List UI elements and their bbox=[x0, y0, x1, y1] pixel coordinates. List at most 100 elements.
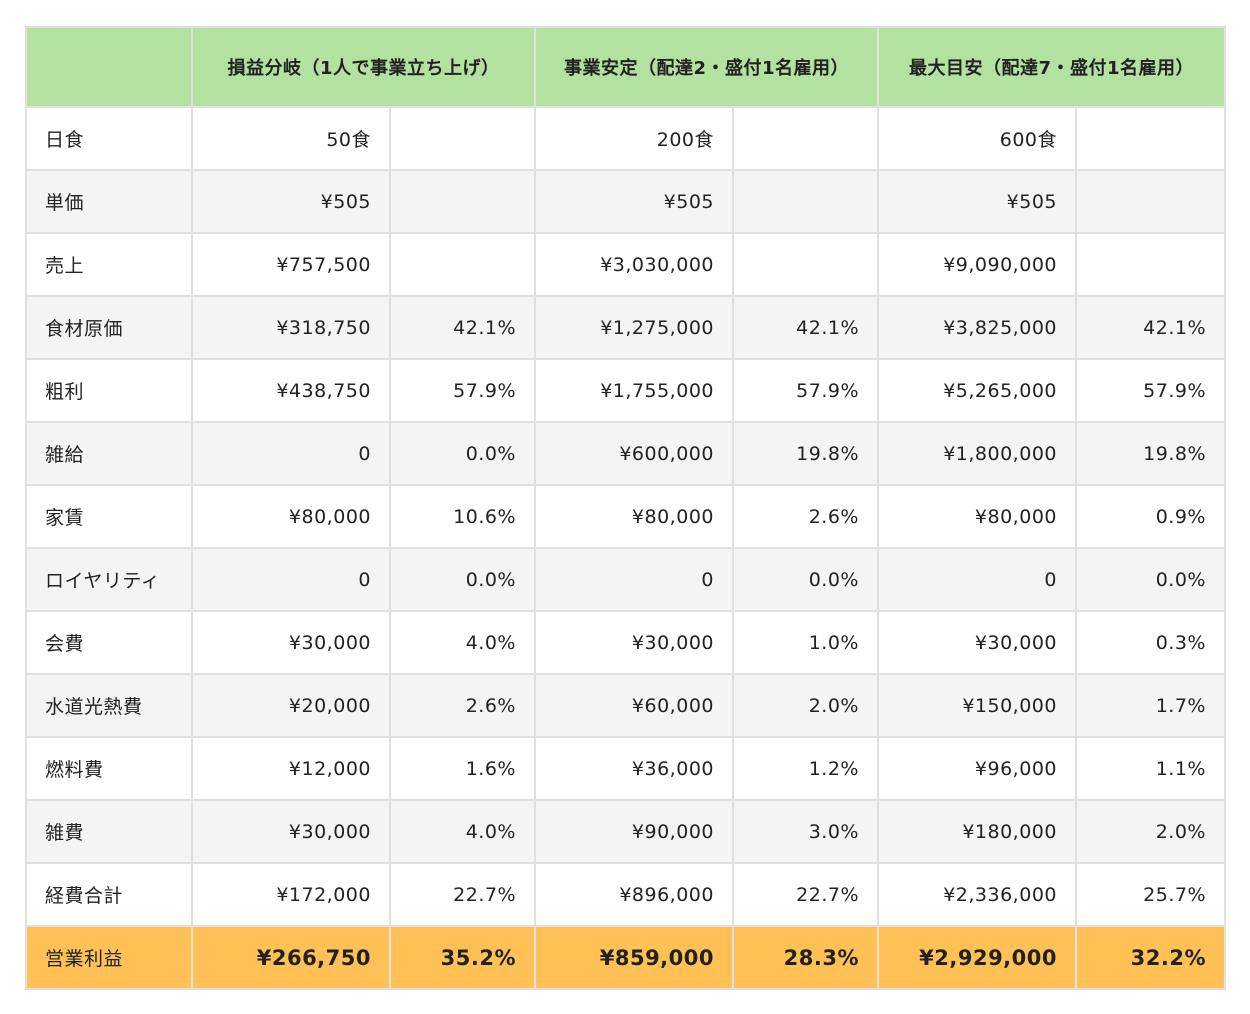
cell-break-even-amount: 0 bbox=[191, 547, 391, 612]
cell-maximum-amount: ¥80,000 bbox=[877, 484, 1077, 549]
table-row: 雑給 0 0.0% ¥600,000 19.8% ¥1,800,000 19.8% bbox=[25, 421, 1226, 486]
cell-maximum-ratio: 0.3% bbox=[1075, 610, 1226, 675]
cell-maximum-amount: 600食 bbox=[877, 106, 1077, 171]
cell-stable-ratio bbox=[732, 169, 879, 234]
cell-maximum-ratio: 0.0% bbox=[1075, 547, 1226, 612]
cell-maximum-amount: ¥1,800,000 bbox=[877, 421, 1077, 486]
cell-break-even-ratio: 4.0% bbox=[389, 799, 536, 864]
cell-stable-amount: ¥60,000 bbox=[534, 673, 734, 738]
cell-break-even-amount: ¥172,000 bbox=[191, 862, 391, 927]
table-row: 単価 ¥505 ¥505 ¥505 bbox=[25, 169, 1226, 234]
cell-stable-amount: ¥36,000 bbox=[534, 736, 734, 801]
row-label: 単価 bbox=[25, 169, 193, 234]
cell-break-even-ratio: 0.0% bbox=[389, 421, 536, 486]
cell-break-even-ratio: 1.6% bbox=[389, 736, 536, 801]
header-stable: 事業安定（配達2・盛付1名雇用） bbox=[534, 26, 879, 108]
table-row: 日食 50食 200食 600食 bbox=[25, 106, 1226, 171]
cell-break-even-ratio bbox=[389, 232, 536, 297]
cell-maximum-amount: ¥5,265,000 bbox=[877, 358, 1077, 423]
cell-stable-ratio: 3.0% bbox=[732, 799, 879, 864]
cell-break-even-amount: ¥12,000 bbox=[191, 736, 391, 801]
cell-maximum-ratio: 1.7% bbox=[1075, 673, 1226, 738]
cell-maximum-amount: ¥505 bbox=[877, 169, 1077, 234]
cell-break-even-amount: ¥80,000 bbox=[191, 484, 391, 549]
cell-maximum-ratio: 42.1% bbox=[1075, 295, 1226, 360]
cell-stable-amount: ¥80,000 bbox=[534, 484, 734, 549]
total-row-operating-profit: 営業利益 ¥266,750 35.2% ¥859,000 28.3% ¥2,929,000… bbox=[25, 925, 1226, 990]
cell-maximum-ratio: 2.0% bbox=[1075, 799, 1226, 864]
cell-stable-ratio: 2.6% bbox=[732, 484, 879, 549]
cell-maximum-amount: ¥180,000 bbox=[877, 799, 1077, 864]
cell-stable-ratio: 1.0% bbox=[732, 610, 879, 675]
cell-break-even-ratio: 10.6% bbox=[389, 484, 536, 549]
table-row: 雑費 ¥30,000 4.0% ¥90,000 3.0% ¥180,000 2.0% bbox=[25, 799, 1226, 864]
cell-break-even-amount: ¥505 bbox=[191, 169, 391, 234]
table-row: 粗利 ¥438,750 57.9% ¥1,755,000 57.9% ¥5,265,000… bbox=[25, 358, 1226, 423]
row-label: 食材原価 bbox=[25, 295, 193, 360]
row-label: 営業利益 bbox=[25, 925, 193, 990]
cell-maximum-ratio: 57.9% bbox=[1075, 358, 1226, 423]
cell-maximum-ratio: 0.9% bbox=[1075, 484, 1226, 549]
cell-stable-amount: ¥1,755,000 bbox=[534, 358, 734, 423]
row-label: 粗利 bbox=[25, 358, 193, 423]
cell-stable-ratio: 2.0% bbox=[732, 673, 879, 738]
cell-maximum-ratio bbox=[1075, 169, 1226, 234]
cell-stable-ratio: 28.3% bbox=[732, 925, 879, 990]
cell-maximum-ratio: 32.2% bbox=[1075, 925, 1226, 990]
cell-break-even-amount: ¥266,750 bbox=[191, 925, 391, 990]
cell-stable-ratio: 1.2% bbox=[732, 736, 879, 801]
cell-break-even-amount: ¥30,000 bbox=[191, 799, 391, 864]
cell-stable-amount: ¥30,000 bbox=[534, 610, 734, 675]
row-label: 燃料費 bbox=[25, 736, 193, 801]
cell-break-even-ratio bbox=[389, 106, 536, 171]
cell-maximum-amount: ¥150,000 bbox=[877, 673, 1077, 738]
cell-maximum-amount: ¥30,000 bbox=[877, 610, 1077, 675]
cell-stable-ratio: 57.9% bbox=[732, 358, 879, 423]
cell-maximum-amount: ¥2,336,000 bbox=[877, 862, 1077, 927]
table-row: 会費 ¥30,000 4.0% ¥30,000 1.0% ¥30,000 0.3% bbox=[25, 610, 1226, 675]
cell-stable-amount: ¥859,000 bbox=[534, 925, 734, 990]
cell-stable-amount: ¥896,000 bbox=[534, 862, 734, 927]
cell-stable-ratio: 19.8% bbox=[732, 421, 879, 486]
row-label: 日食 bbox=[25, 106, 193, 171]
cell-break-even-amount: 50食 bbox=[191, 106, 391, 171]
table-row: 食材原価 ¥318,750 42.1% ¥1,275,000 42.1% ¥3,825,0… bbox=[25, 295, 1226, 360]
table-row: 経費合計 ¥172,000 22.7% ¥896,000 22.7% ¥2,336,000… bbox=[25, 862, 1226, 927]
cell-maximum-ratio: 19.8% bbox=[1075, 421, 1226, 486]
cell-stable-ratio bbox=[732, 232, 879, 297]
cell-maximum-amount: ¥3,825,000 bbox=[877, 295, 1077, 360]
table-row: 燃料費 ¥12,000 1.6% ¥36,000 1.2% ¥96,000 1.1% bbox=[25, 736, 1226, 801]
cell-break-even-amount: ¥318,750 bbox=[191, 295, 391, 360]
header-maximum: 最大目安（配達7・盛付1名雇用） bbox=[877, 26, 1226, 108]
cell-break-even-ratio: 42.1% bbox=[389, 295, 536, 360]
table-row: 家賃 ¥80,000 10.6% ¥80,000 2.6% ¥80,000 0.9% bbox=[25, 484, 1226, 549]
cell-break-even-ratio: 35.2% bbox=[389, 925, 536, 990]
profit-loss-table: 損益分岐（1人で事業立ち上げ） 事業安定（配達2・盛付1名雇用） 最大目安（配達… bbox=[25, 26, 1226, 990]
table-body: 日食 50食 200食 600食 単価 ¥505 ¥505 ¥505 売上 ¥757,500 ¥3,… bbox=[25, 106, 1226, 990]
cell-stable-ratio bbox=[732, 106, 879, 171]
cell-stable-amount: 0 bbox=[534, 547, 734, 612]
cell-maximum-ratio: 1.1% bbox=[1075, 736, 1226, 801]
header-corner bbox=[25, 26, 193, 108]
table-row: ロイヤリティ 0 0.0% 0 0.0% 0 0.0% bbox=[25, 547, 1226, 612]
cell-break-even-ratio: 0.0% bbox=[389, 547, 536, 612]
cell-break-even-ratio: 2.6% bbox=[389, 673, 536, 738]
cell-break-even-amount: 0 bbox=[191, 421, 391, 486]
row-label: 水道光熱費 bbox=[25, 673, 193, 738]
cell-maximum-amount: ¥2,929,000 bbox=[877, 925, 1077, 990]
cell-stable-amount: ¥3,030,000 bbox=[534, 232, 734, 297]
cell-stable-amount: 200食 bbox=[534, 106, 734, 171]
cell-break-even-amount: ¥757,500 bbox=[191, 232, 391, 297]
row-label: 家賃 bbox=[25, 484, 193, 549]
row-label: 会費 bbox=[25, 610, 193, 675]
cell-maximum-ratio: 25.7% bbox=[1075, 862, 1226, 927]
cell-break-even-ratio: 4.0% bbox=[389, 610, 536, 675]
cell-stable-ratio: 42.1% bbox=[732, 295, 879, 360]
table-row: 売上 ¥757,500 ¥3,030,000 ¥9,090,000 bbox=[25, 232, 1226, 297]
cell-stable-amount: ¥600,000 bbox=[534, 421, 734, 486]
table-header: 損益分岐（1人で事業立ち上げ） 事業安定（配達2・盛付1名雇用） 最大目安（配達… bbox=[25, 26, 1226, 108]
row-label: 雑給 bbox=[25, 421, 193, 486]
cell-stable-ratio: 22.7% bbox=[732, 862, 879, 927]
row-label: ロイヤリティ bbox=[25, 547, 193, 612]
cell-break-even-amount: ¥438,750 bbox=[191, 358, 391, 423]
